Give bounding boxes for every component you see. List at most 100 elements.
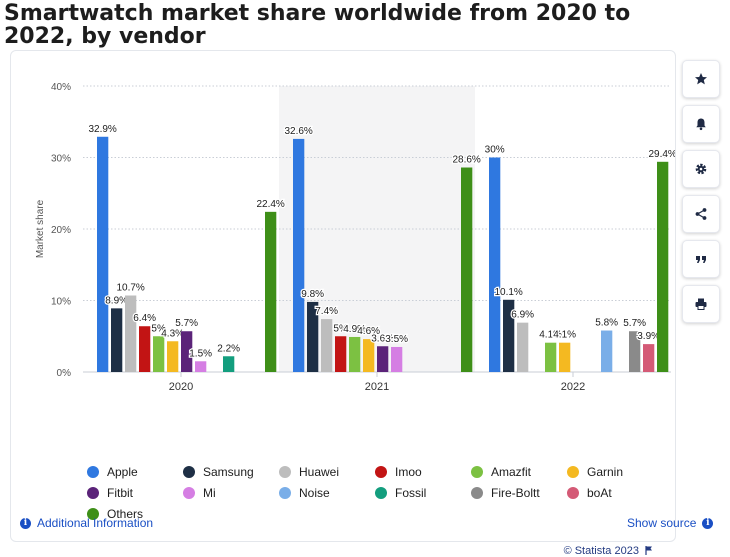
legend-swatch	[471, 466, 483, 478]
show-source-label: Show source	[627, 516, 697, 530]
data-label: 9.8%	[301, 289, 324, 300]
print-button[interactable]	[682, 285, 720, 323]
legend-swatch	[375, 487, 387, 499]
settings-button[interactable]	[682, 150, 720, 188]
bar-garnin-2021	[363, 339, 375, 372]
legend-swatch	[183, 466, 195, 478]
y-axis-label: Market share	[35, 199, 46, 258]
data-label: 5%	[333, 323, 348, 334]
legend-item-amazfit[interactable]: Amazfit	[471, 465, 567, 479]
data-label: 10.1%	[494, 287, 522, 298]
legend-swatch	[183, 487, 195, 499]
bar-fitbit-2021	[377, 346, 389, 372]
legend-item-mi[interactable]: Mi	[183, 486, 279, 500]
data-label: 4.1%	[553, 330, 576, 341]
data-label: 4.6%	[357, 326, 380, 337]
legend-swatch	[567, 487, 579, 499]
x-tick-label: 2022	[561, 381, 585, 393]
bar-samsung-2021	[307, 301, 319, 372]
x-tick-label: 2020	[169, 381, 193, 393]
bar-apple-2021	[293, 138, 305, 372]
data-label: 29.4%	[648, 149, 675, 160]
y-tick-label: 10%	[51, 297, 71, 308]
legend-label: Fitbit	[107, 486, 134, 500]
legend-label: Samsung	[203, 465, 254, 479]
bar-mi-2020	[195, 361, 207, 372]
bell-icon	[696, 118, 706, 131]
info-icon: i	[20, 517, 31, 529]
legend-item-apple[interactable]: Apple	[87, 465, 183, 479]
statista-source[interactable]: © Statista 2023	[564, 545, 653, 557]
legend-label: Others	[107, 507, 144, 521]
legend-label: Amazfit	[491, 465, 532, 479]
data-label: 32.6%	[284, 126, 312, 137]
data-label: 1.5%	[189, 348, 212, 359]
legend-item-fitbit[interactable]: Fitbit	[87, 486, 183, 500]
data-label: 28.6%	[452, 155, 480, 166]
legend-swatch	[471, 487, 483, 499]
legend-label: Garnin	[587, 465, 624, 479]
legend-item-huawei[interactable]: Huawei	[279, 465, 375, 479]
bar-garnin-2022	[559, 342, 571, 372]
legend-item-fire-boltt[interactable]: Fire-Boltt	[471, 486, 567, 500]
bar-huawei-2020	[125, 295, 137, 372]
chart-card: 0% 10% 20% 30% 40% Market share 32.9% 8.9% 10.7%…	[10, 50, 676, 557]
y-tick-label: 30%	[51, 154, 71, 165]
legend-label: Mi	[203, 486, 216, 500]
data-label: 4.1%	[539, 330, 562, 341]
legend-item-noise[interactable]: Noise	[279, 486, 375, 500]
bar-imoo-2021	[335, 336, 347, 372]
data-label: 8.9%	[105, 295, 128, 306]
legend-item-boat[interactable]: boAt	[567, 486, 663, 500]
legend-item-garnin[interactable]: Garnin	[567, 465, 663, 479]
data-label: 5.7%	[175, 318, 198, 329]
share-icon	[695, 208, 707, 220]
legend-item-fossil[interactable]: Fossil	[375, 486, 471, 500]
legend-label: Fossil	[395, 486, 427, 500]
additional-information-label: Additional Information	[37, 516, 154, 530]
bar-others-2022	[657, 161, 669, 372]
legend-swatch	[87, 508, 99, 520]
bar-imoo-2020	[139, 326, 151, 372]
data-label: 3.6%	[371, 333, 394, 344]
data-label: 3.9%	[637, 331, 660, 342]
bar-amazfit-2021	[349, 336, 361, 372]
y-tick-label: 40%	[51, 82, 71, 93]
legend-label: Apple	[107, 465, 138, 479]
printer-icon	[695, 298, 707, 310]
data-label: 5.7%	[623, 318, 646, 329]
legend-item-imoo[interactable]: Imoo	[375, 465, 471, 479]
bar-boat-2022	[643, 344, 655, 372]
legend-item-others[interactable]: Others	[87, 507, 183, 521]
star-icon	[695, 73, 707, 85]
bar-chart: 0% 10% 20% 30% 40% Market share 32.9% 8.9% 10.7%…	[35, 82, 675, 393]
bar-fossil-2020	[223, 356, 235, 372]
data-label: 6.4%	[133, 313, 156, 324]
share-button[interactable]	[682, 195, 720, 233]
y-tick-label: 0%	[57, 368, 72, 379]
legend-swatch	[87, 466, 99, 478]
legend-label: Fire-Boltt	[491, 486, 540, 500]
legend-swatch	[87, 487, 99, 499]
data-label: 2.2%	[217, 343, 240, 354]
data-label: 3.5%	[385, 334, 408, 345]
data-label: 10.7%	[116, 282, 144, 293]
bar-others-2020	[265, 211, 277, 372]
bar-others-2021	[461, 167, 473, 372]
data-label: 4.9%	[343, 324, 366, 335]
show-source-link[interactable]: Show source i	[627, 516, 714, 530]
additional-information-link[interactable]: i Additional Information	[20, 516, 153, 530]
legend-item-samsung[interactable]: Samsung	[183, 465, 279, 479]
bar-fitbit-2020	[181, 331, 193, 372]
data-label: 6.9%	[511, 310, 534, 321]
legend-swatch	[375, 466, 387, 478]
bar-mi-2021	[391, 346, 403, 372]
x-tick-label: 2021	[365, 381, 389, 393]
data-label: 30%	[485, 145, 505, 156]
favorite-button[interactable]	[682, 60, 720, 98]
data-label: 22.4%	[256, 199, 284, 210]
cite-button[interactable]	[682, 240, 720, 278]
data-label: 7.4%	[315, 306, 338, 317]
chart-toolbar	[682, 60, 720, 330]
notify-button[interactable]	[682, 105, 720, 143]
